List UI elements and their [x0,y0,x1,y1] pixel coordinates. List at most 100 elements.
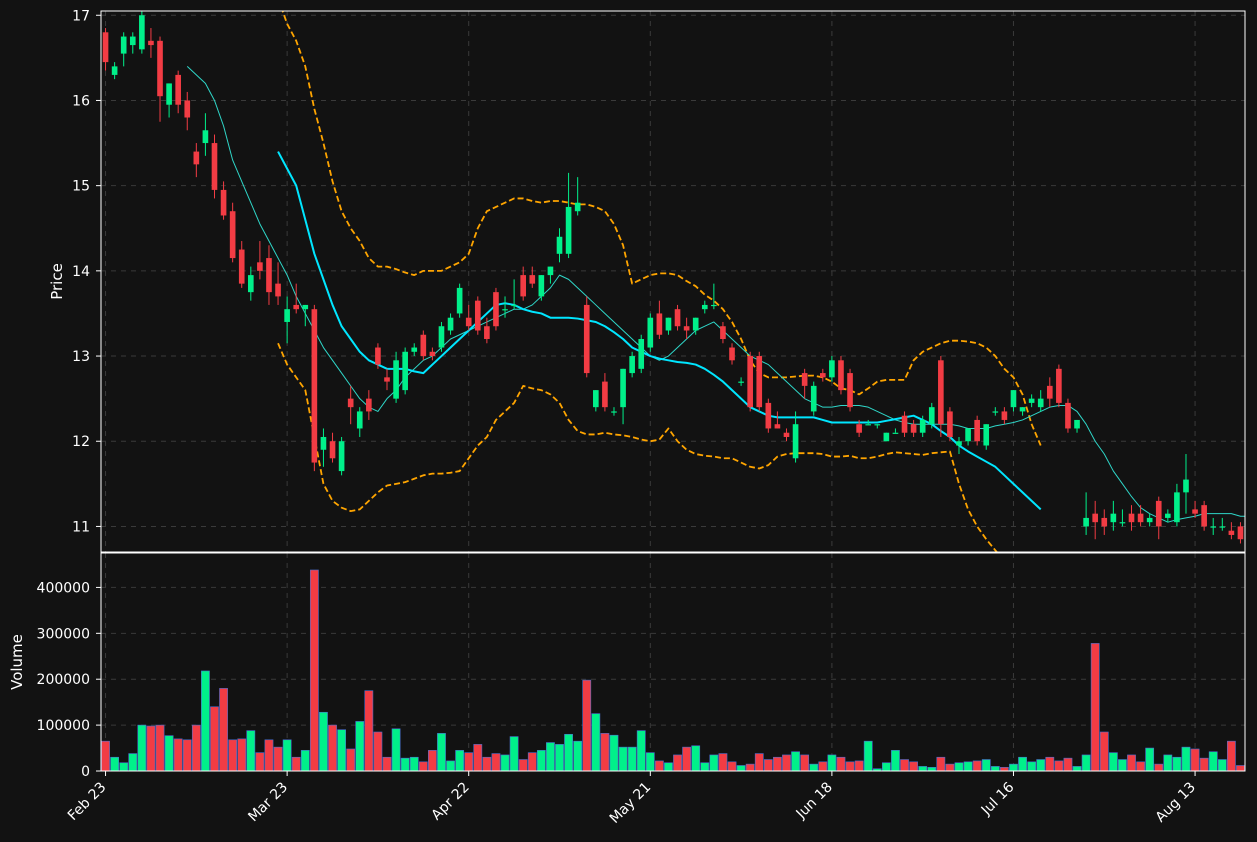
volume-bar [373,731,383,771]
volume-panel: 0 100000 200000 300000 400000 Volume [8,552,1246,780]
candle [774,411,781,429]
candle-body [202,130,209,144]
candle-body [910,424,917,433]
volume-bar [891,750,900,771]
candle [947,407,953,442]
volume-bar [664,762,673,771]
volume-bar [1217,759,1227,771]
candle [819,368,826,382]
candle-body [157,40,163,97]
candle-body [992,411,999,413]
volume-bar [863,740,873,771]
candle [720,321,726,344]
volume-bar [1090,643,1100,771]
candle-body [1219,526,1226,528]
volume-bar [291,756,301,771]
candle [983,424,990,450]
candle-body [1001,411,1008,420]
candle [593,390,599,412]
candle-body [701,304,708,310]
candle-body [220,189,227,216]
candle-body [919,419,926,433]
volume-bar [228,739,238,771]
candle-body [193,151,200,165]
candle [1137,505,1144,527]
candle-body [865,424,872,426]
candle-body [801,373,808,386]
volume-bar [1036,759,1046,771]
candle-body [311,309,318,463]
candle-body [547,266,554,276]
candle [529,266,536,288]
volume-bar [1054,760,1064,771]
candle [211,134,218,199]
volume-bar [191,724,201,771]
candle [965,428,971,446]
candle-body [756,356,763,408]
candle-body [484,326,490,340]
volume-bar [709,754,719,771]
candle [1065,398,1071,433]
candle [438,321,445,352]
volume-bar [219,688,228,771]
candle [856,419,862,437]
candle [465,304,472,331]
candle [1237,522,1244,544]
candle [1165,509,1171,523]
candle-body [1065,402,1071,429]
volume-bar [273,746,283,771]
candle [974,415,980,446]
candle [1001,407,1008,425]
candle-body [901,415,908,433]
candle-body [465,317,472,327]
candle [257,241,263,280]
volume-bar [201,670,210,771]
candle [220,181,227,220]
volume-bar [409,756,419,771]
candle-body [520,275,527,297]
candle [1019,407,1026,416]
volume-bar [954,762,964,771]
volume-bar [1099,731,1109,771]
volume-bar [446,760,455,771]
volume-bar [573,740,583,771]
candle [1146,513,1153,527]
candle [647,313,654,352]
volume-bar [990,766,1000,771]
candle-body [129,36,136,46]
candle-body [574,202,581,212]
candle-body [456,287,463,314]
candle [193,143,200,178]
candle-body [629,356,635,374]
volume-bar [1127,754,1136,771]
candle-body [247,275,254,293]
volume-bar [754,753,764,771]
candle-body [838,360,844,391]
candle [1183,454,1189,514]
candle-body [384,377,390,382]
candle [910,419,917,437]
candle-body [538,275,545,297]
candle-body [565,206,572,254]
candle [238,241,245,288]
candle [919,415,926,437]
volume-bar [536,750,546,771]
volume-panel-frame [100,552,1246,772]
candle-body [238,249,245,284]
candle [502,296,508,318]
volume-bar [827,754,837,771]
candle-body [356,411,363,429]
candle [120,32,127,67]
volume-bar [691,745,701,771]
candle-body [1083,517,1089,527]
candle [765,398,772,433]
candle [1110,500,1117,531]
volume-bar [173,738,183,771]
candle [611,407,617,416]
candle [701,300,708,314]
candle [411,343,418,357]
candle [1192,500,1198,518]
candle [1128,505,1135,531]
candle [829,356,835,382]
